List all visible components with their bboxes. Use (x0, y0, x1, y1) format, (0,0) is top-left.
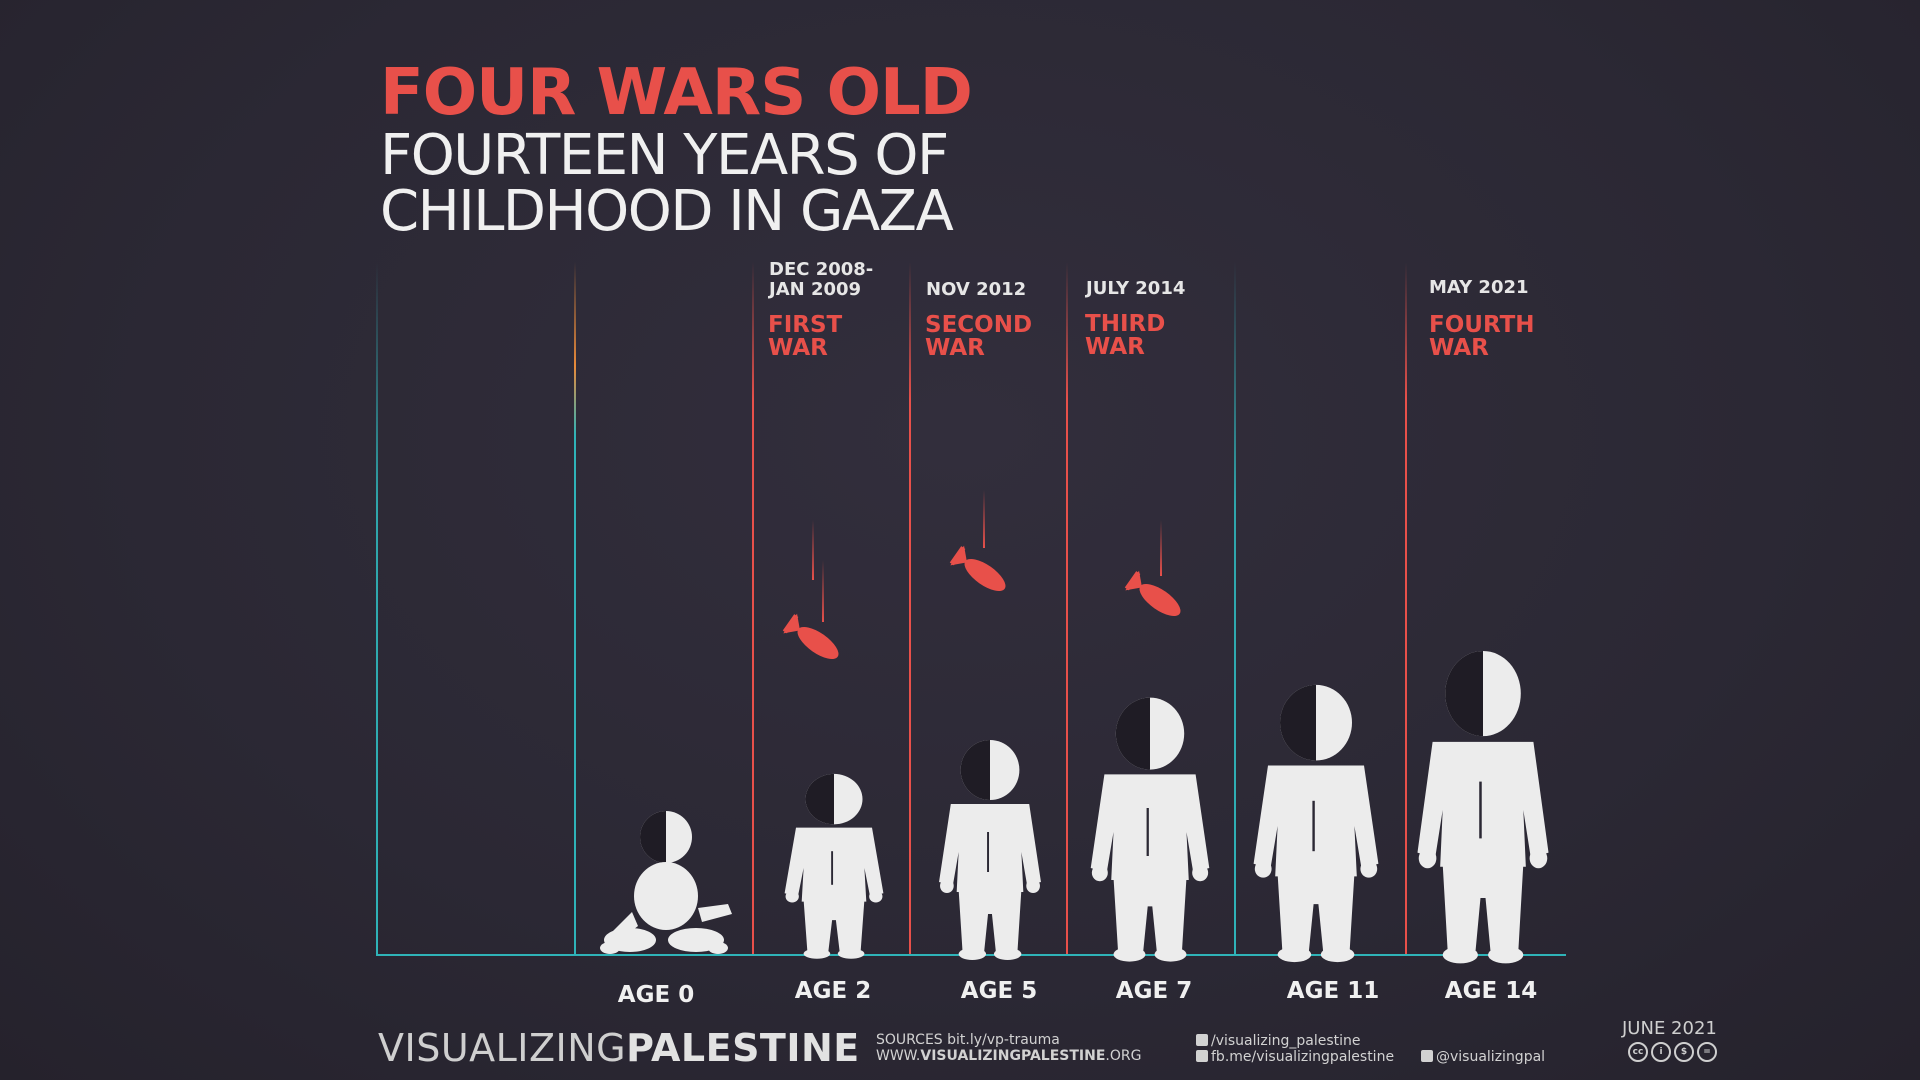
age-label: AGE 11 (1286, 978, 1380, 1004)
bomb-trail (812, 520, 814, 580)
child-figure-age-2 (783, 772, 885, 960)
child-figure-age-11 (1252, 683, 1380, 964)
subtitle-line-1: FOURTEEN YEARS OF (380, 123, 949, 188)
war-name-fourth: FOURTH WAR (1429, 312, 1535, 361)
noncommercial-icon: $ (1674, 1042, 1694, 1062)
war-date-fourth: MAY 2021 (1429, 277, 1529, 298)
facebook-link[interactable]: fb.me/visualizingpalestine (1196, 1049, 1394, 1065)
bomb-icon (1123, 569, 1187, 624)
child-figure-age-14 (1416, 649, 1550, 965)
war-date-second: NOV 2012 (926, 279, 1027, 300)
attribution-icon: i (1651, 1042, 1671, 1062)
war-line-third (1066, 262, 1068, 956)
cc-icon: cc (1628, 1042, 1648, 1062)
bomb-trail (983, 490, 985, 548)
war-line-fourth (1405, 262, 1407, 956)
age-label: AGE 5 (960, 978, 1038, 1004)
age-label: AGE 7 (1115, 978, 1193, 1004)
age-label: AGE 14 (1444, 978, 1538, 1004)
baby-figure (600, 811, 732, 954)
main-title: FOUR WARS OLD (380, 56, 973, 130)
timeline-line-birth (574, 262, 576, 956)
bomb-icon (948, 544, 1012, 599)
war-name-third: THIRD WAR (1085, 311, 1166, 360)
child-figure-age-5 (938, 739, 1042, 961)
war-line-first (752, 262, 754, 956)
bomb-trail (1160, 520, 1162, 576)
license-icons: cc i $ = (1628, 1042, 1717, 1062)
bomb-trail (822, 560, 824, 622)
age-label: AGE 0 (617, 982, 695, 1008)
timeline-line-start (376, 262, 378, 956)
war-line-second (909, 262, 911, 956)
noderivatives-icon: = (1697, 1042, 1717, 1062)
age-label: AGE 2 (794, 978, 872, 1004)
war-name-first: FIRST WAR (768, 312, 843, 361)
twitter-icon (1421, 1050, 1433, 1062)
child-figure-age-7 (1089, 696, 1211, 963)
sources-text: SOURCES bit.ly/vp-trauma WWW.VISUALIZING… (876, 1032, 1142, 1064)
war-date-third: JULY 2014 (1086, 278, 1186, 299)
title-block: FOUR WARS OLD FOURTEEN YEARS OF CHILDHOO… (380, 56, 973, 244)
subtitle-line-2: CHILDHOOD IN GAZA (380, 179, 954, 244)
facebook-icon (1196, 1050, 1208, 1062)
war-name-second: SECOND WAR (925, 312, 1033, 361)
instagram-link[interactable]: /visualizing_palestine (1196, 1033, 1361, 1049)
publication-date: JUNE 2021 (1622, 1018, 1717, 1039)
brand-logo: VISUALIZINGPALESTINE (378, 1026, 860, 1070)
twitter-link[interactable]: @visualizingpal (1421, 1049, 1545, 1065)
bomb-icon (781, 612, 845, 667)
timeline-line-teal (1234, 262, 1236, 956)
war-date-first: DEC 2008- JAN 2009 (769, 259, 874, 300)
instagram-icon (1196, 1034, 1208, 1046)
